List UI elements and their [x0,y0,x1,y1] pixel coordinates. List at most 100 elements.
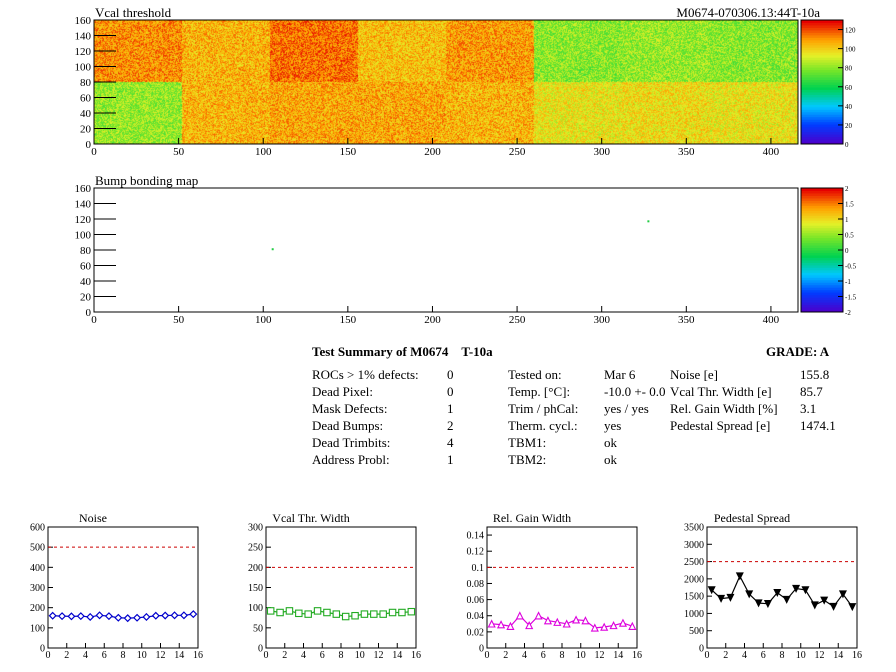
x-tick-label: 10 [137,650,147,661]
z-tick-label: 0 [845,141,849,149]
colorbar-segment [801,250,843,253]
data-point [618,618,628,627]
colorbar-segment [801,22,843,26]
y-tick-label: 100 [75,62,92,74]
colorbar-segment [801,309,843,313]
data-point [142,612,151,621]
noise-plot-frame [47,526,199,649]
summary-title: Test Summary of M0674 T-10a [312,344,493,360]
y-tick-label: 500 [689,626,704,637]
y-tick-label: 1000 [684,609,704,620]
x-tick-label: 8 [339,650,344,661]
colorbar-segment [801,240,843,244]
z-tick-label: 20 [845,122,853,130]
colorbar-segment [801,212,843,216]
condition-value: -10.0 +- 0.0 [604,384,666,399]
stat-value: 3.1 [800,401,817,416]
colorbar-segment [801,109,843,113]
data-point [170,611,179,620]
colorbar-segment [801,24,843,28]
x-tick-label: 300 [593,146,610,158]
colorbar-segment [801,220,843,224]
y-tick-label: 140 [75,31,92,43]
x-tick-label: 4 [742,650,747,661]
data-point [829,602,838,611]
data-point [763,600,772,609]
z-tick-label: -1.5 [845,294,857,302]
condition-value: yes [604,418,622,433]
y-tick-label: 0.08 [467,579,485,590]
y-tick-label: 140 [75,199,92,211]
bump-bonding-map-frame [93,187,799,313]
pedestal-spread-plot-frame [706,526,858,649]
defect-value: 2 [447,418,454,433]
x-tick-label: 14 [392,650,402,661]
y-tick-label: 200 [30,603,45,614]
data-point [609,620,618,630]
colorbar-segment [801,20,843,23]
y-tick-label: 1500 [684,592,704,603]
x-tick-label: 6 [320,650,325,661]
colorbar-segment [801,292,843,296]
z-tick-label: 1 [845,216,849,224]
x-tick-label: 400 [763,314,780,326]
y-tick-label: 2000 [684,574,704,585]
colorbar-segment [801,257,843,261]
vcal-width-plot: Vcal Thr. Width 0 2 4 6 8 10 12 14 16 0 50 100 150 200… [248,511,421,661]
data-point [782,595,791,604]
colorbar-segment [801,74,843,78]
colorbar-segment [801,235,843,239]
colorbar-segment [801,44,843,48]
y-tick-label: 0.02 [467,627,485,638]
data-point [179,611,188,620]
colorbar-segment [801,139,843,143]
data-point [379,610,387,618]
x-tick-label: 350 [678,314,695,326]
colorbar-segment [801,106,843,110]
colorbar-segment [801,207,843,211]
x-tick-label: 0 [264,650,269,661]
condition-label: Therm. cycl.: [508,418,578,433]
z-tick-label: 100 [845,46,856,54]
z-tick-label: 0 [845,247,849,255]
colorbar-segment [801,307,843,311]
summary-test-type: T-10a [461,344,493,359]
y-tick-label: 50 [253,623,263,634]
colorbar-segment [801,217,843,221]
colorbar-segment [801,269,843,273]
x-tick-label: 14 [613,650,623,661]
data-point [515,611,524,620]
x-tick-label: 2 [64,650,69,661]
y-tick-label: 0 [86,307,92,319]
colorbar-segment [801,289,843,293]
condition-label: Temp. [°C]: [508,384,571,399]
y-tick-label: 3000 [684,540,704,551]
data-point [351,611,359,620]
colorbar-segment [801,62,843,66]
colorbar-segment [801,47,843,51]
x-tick-label: 250 [509,314,526,326]
data-point [773,588,782,598]
x-tick-label: 200 [424,314,441,326]
x-tick-label: 100 [255,314,272,326]
colorbar-segment [801,190,843,194]
colorbar-segment [801,192,843,196]
colorbar-segment [801,210,843,214]
series-line [270,610,412,618]
colorbar-segment [801,114,843,118]
colorbar-segment [801,119,843,123]
stat-value: 85.7 [800,384,823,399]
data-point [848,603,857,612]
bump-bonding-map-title: Bump bonding map [95,173,198,188]
z-tick-label: 80 [845,65,853,73]
vcal-threshold-map-heat-cells [94,20,798,144]
defect-value: 4 [447,435,454,450]
data-point [553,617,562,626]
colorbar-segment [801,72,843,76]
colorbar-frame [800,19,844,145]
data-point [285,607,294,615]
colorbar-segment [801,52,843,56]
colorbar-segment [801,64,843,68]
colorbar-segment [801,215,843,219]
